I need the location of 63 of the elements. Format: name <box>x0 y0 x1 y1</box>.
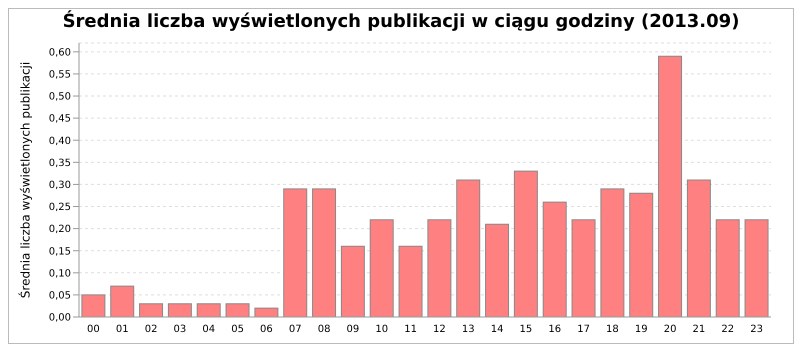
bar <box>456 180 480 317</box>
y-tick-label: 0,50 <box>48 92 71 103</box>
bar <box>312 188 336 317</box>
y-tick-label: 0,35 <box>48 158 71 169</box>
x-tick-label: 16 <box>548 324 562 336</box>
bar <box>226 303 250 317</box>
x-tick-label: 00 <box>87 324 100 336</box>
bar <box>744 219 769 317</box>
x-tick-label: 13 <box>462 324 475 336</box>
x-tick-label: 03 <box>174 324 186 336</box>
bar <box>485 224 510 317</box>
x-tick-label: 11 <box>404 324 417 336</box>
x-tick-label: 19 <box>634 324 648 336</box>
bar <box>716 219 740 317</box>
y-tick-label: 0,45 <box>48 114 71 125</box>
x-tick-label: 06 <box>260 324 273 336</box>
bar <box>196 303 221 317</box>
x-tick-label: 20 <box>664 324 676 336</box>
y-tick-label: 0,25 <box>48 202 71 214</box>
bar <box>629 192 654 317</box>
y-tick-label: 0,20 <box>48 224 71 236</box>
y-tick-label: 0,60 <box>48 47 71 58</box>
bar <box>110 286 134 317</box>
chart-title: Średnia liczba wyświetlonych publikacji w ciągu godziny (2013.09) <box>62 9 740 34</box>
bar <box>168 303 192 317</box>
bar <box>686 180 711 317</box>
bar <box>340 246 365 317</box>
x-tick-label: 02 <box>144 324 158 336</box>
bar <box>398 246 423 317</box>
y-tick-label: 0,40 <box>48 136 71 147</box>
x-tick-label: 22 <box>721 324 734 336</box>
bar <box>542 202 567 317</box>
x-tick-label: 15 <box>520 324 532 336</box>
x-tick-label: 04 <box>202 324 216 336</box>
x-tick-label: 10 <box>375 324 388 336</box>
bar <box>658 56 682 317</box>
y-tick-label: 0,30 <box>48 180 71 191</box>
x-tick-label: 12 <box>433 324 446 336</box>
bar <box>427 219 452 317</box>
bar <box>254 308 278 317</box>
bar <box>139 303 164 317</box>
bar <box>370 219 394 317</box>
x-tick-label: 17 <box>577 324 590 336</box>
y-axis-title: Średnia liczba wyświetlonych publikacji <box>17 62 32 298</box>
y-tick-label: 0,00 <box>48 312 71 324</box>
x-tick-label: 08 <box>318 324 330 336</box>
y-tick-label: 0,55 <box>48 69 71 80</box>
bar <box>572 219 596 317</box>
bar <box>600 188 624 317</box>
x-tick-label: 07 <box>288 324 302 336</box>
x-tick-label: 01 <box>116 324 129 336</box>
y-tick-label: 0,15 <box>48 246 71 258</box>
bar <box>283 188 308 317</box>
x-tick-label: 05 <box>231 324 244 336</box>
x-tick-label: 14 <box>490 324 504 336</box>
y-tick-label: 0,10 <box>48 268 71 280</box>
x-tick-label: 09 <box>346 324 360 336</box>
x-tick-label: 21 <box>692 324 706 336</box>
bar <box>514 170 538 317</box>
bar <box>81 294 106 317</box>
y-tick-label: 0,05 <box>48 290 71 302</box>
x-tick-label: 23 <box>750 324 763 336</box>
x-tick-label: 18 <box>606 324 619 336</box>
